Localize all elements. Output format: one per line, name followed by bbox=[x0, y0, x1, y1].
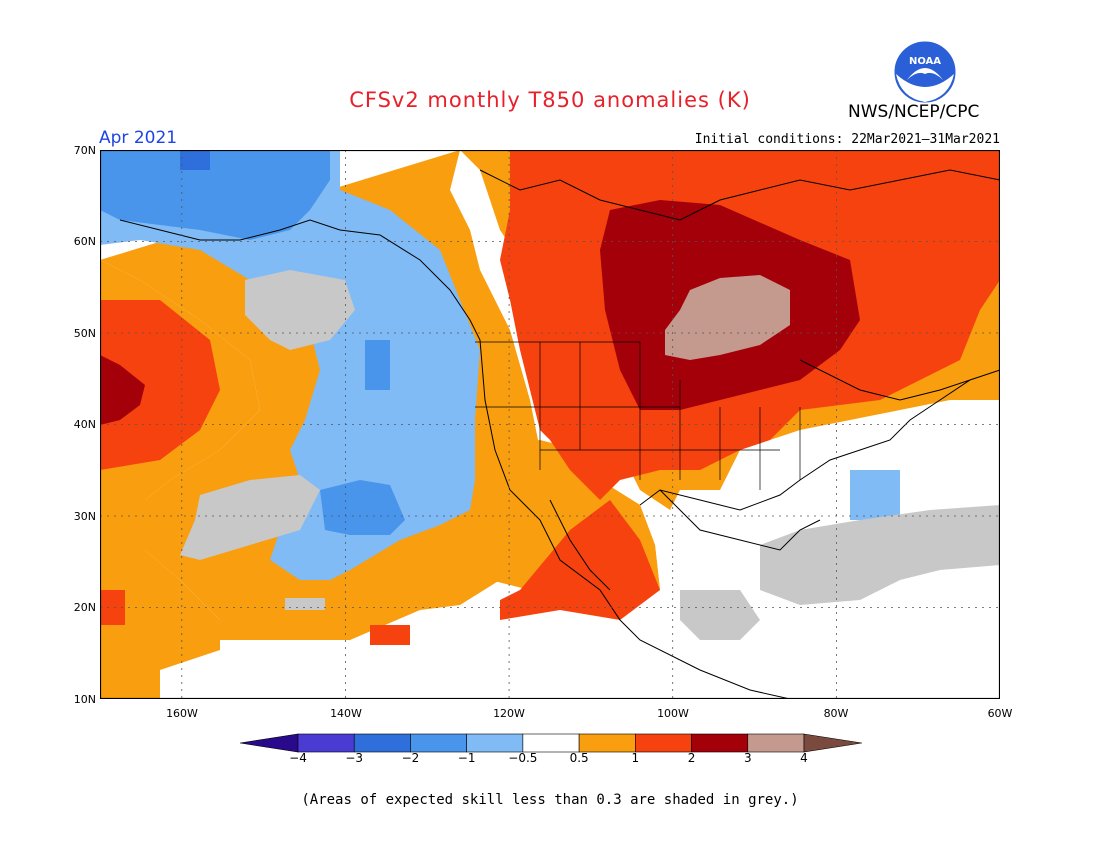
lon-label-120w: 120W bbox=[493, 707, 525, 720]
state-borders bbox=[475, 341, 801, 490]
low-skill-grey-region bbox=[180, 270, 1000, 640]
chart-title: CFSv2 monthly T850 anomalies (K) bbox=[349, 88, 751, 112]
lon-label-80w: 80W bbox=[823, 707, 849, 720]
colorbar-tick-label: 3 bbox=[743, 751, 752, 765]
skill-footnote: (Areas of expected skill less than 0.3 a… bbox=[301, 792, 799, 808]
map-frame bbox=[100, 150, 1000, 699]
colorbar-tick-label: −4 bbox=[289, 751, 307, 765]
colorbar-tick-label: −0.5 bbox=[508, 751, 538, 765]
colorbar-cell bbox=[635, 733, 692, 753]
colorbar-tick-label: 0.5 bbox=[569, 751, 589, 765]
colorbar-tick-label: 4 bbox=[800, 751, 808, 765]
lon-label-100w: 100W bbox=[657, 707, 689, 720]
lon-label-160w: 160W bbox=[166, 707, 198, 720]
colorbar-cell bbox=[578, 733, 636, 753]
anomaly-lightblue-region bbox=[100, 150, 900, 580]
lon-label-140w: 140W bbox=[330, 707, 362, 720]
colorbar-tick-label: 2 bbox=[687, 751, 696, 765]
colorbar-cell bbox=[353, 733, 411, 753]
svg-text:NOAA: NOAA bbox=[909, 56, 941, 67]
agency-label: NWS/NCEP/CPC bbox=[848, 102, 980, 122]
lat-label-50n: 50N bbox=[73, 327, 96, 340]
colorbar-tick-label: −2 bbox=[401, 751, 420, 765]
colorbar-tick-label: 1 bbox=[631, 751, 640, 765]
lat-label-40n: 40N bbox=[73, 418, 96, 431]
lat-label-70n: 70N bbox=[73, 144, 96, 157]
coastlines bbox=[119, 169, 1000, 699]
graticule bbox=[100, 150, 1000, 699]
lat-label-30n: 30N bbox=[73, 510, 96, 523]
lat-label-20n: 20N bbox=[73, 601, 96, 614]
colorbar bbox=[240, 733, 862, 753]
colorbar-cells bbox=[240, 733, 862, 753]
colorbar-tick-label: −1 bbox=[457, 751, 476, 765]
colorbar-cell bbox=[747, 733, 805, 753]
anomaly-brown-core bbox=[665, 275, 790, 360]
anomaly-deepblue-patch bbox=[180, 150, 210, 170]
colorbar-cell bbox=[466, 733, 524, 753]
colorbar-arrow-low bbox=[240, 733, 299, 753]
colorbar-cell bbox=[522, 733, 580, 753]
colorbar-cell bbox=[410, 733, 467, 753]
initial-conditions: Initial conditions: 22Mar2021–31Mar2021 bbox=[694, 132, 1000, 147]
lat-label-60n: 60N bbox=[73, 235, 96, 248]
colorbar-cell bbox=[691, 733, 749, 753]
colorbar-arrow-high bbox=[803, 733, 862, 753]
anomaly-map bbox=[100, 150, 1000, 699]
forecast-month: Apr 2021 bbox=[99, 128, 178, 148]
colorbar-tick-label: −3 bbox=[345, 751, 364, 765]
lat-label-10n: 10N bbox=[73, 693, 96, 706]
noaa-logo: NOAA bbox=[893, 40, 957, 104]
colorbar-cell bbox=[297, 733, 355, 753]
anomaly-blue-region bbox=[100, 150, 405, 535]
lon-label-60w: 60W bbox=[987, 707, 1013, 720]
